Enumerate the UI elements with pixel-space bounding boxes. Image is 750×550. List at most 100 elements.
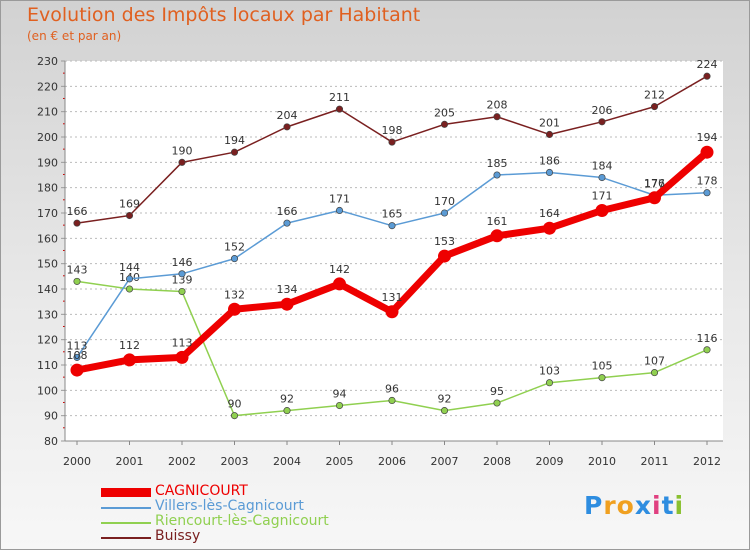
chart-title: Evolution des Impôts locaux par Habitant xyxy=(27,4,421,26)
y-tick-label: 180 xyxy=(37,182,58,195)
x-tick-label: 2010 xyxy=(588,455,616,468)
data-label-riencourt-l-s-cagnicourt: 139 xyxy=(172,274,193,287)
data-point-riencourt-l-s-cagnicourt xyxy=(545,379,554,387)
data-label-riencourt-l-s-cagnicourt: 95 xyxy=(490,385,504,398)
data-point-cagnicourt xyxy=(70,363,84,377)
y-tick-label: 130 xyxy=(37,308,58,321)
data-label-riencourt-l-s-cagnicourt: 116 xyxy=(697,332,718,345)
data-label-riencourt-l-s-cagnicourt: 92 xyxy=(280,393,294,406)
data-point-buissy xyxy=(545,130,554,139)
legend-swatch xyxy=(101,537,151,539)
data-point-cagnicourt xyxy=(648,191,661,205)
x-tick-label: 2006 xyxy=(378,455,406,468)
data-label-buissy: 194 xyxy=(224,134,245,147)
data-point-buissy xyxy=(125,211,134,220)
data-point-villers-l-s-cagnicourt xyxy=(73,353,81,361)
data-point-buissy xyxy=(178,158,186,166)
data-point-cagnicourt xyxy=(175,350,189,364)
proxiti-logo: Proxiti xyxy=(584,491,684,520)
data-point-riencourt-l-s-cagnicourt xyxy=(493,399,501,407)
data-label-buissy: 205 xyxy=(434,106,455,119)
data-label-villers-l-s-cagnicourt: 185 xyxy=(487,157,508,170)
x-tick-label: 2002 xyxy=(168,455,196,468)
data-label-buissy: 204 xyxy=(277,109,298,122)
y-tick-label: 150 xyxy=(37,258,58,271)
data-label-riencourt-l-s-cagnicourt: 92 xyxy=(438,393,452,406)
data-label-buissy: 166 xyxy=(67,205,88,218)
data-label-cagnicourt: 112 xyxy=(119,339,140,352)
data-label-cagnicourt: 171 xyxy=(592,189,613,202)
data-point-villers-l-s-cagnicourt xyxy=(440,209,449,217)
x-tick-label: 2008 xyxy=(483,455,511,468)
data-point-cagnicourt xyxy=(543,221,556,235)
data-point-riencourt-l-s-cagnicourt xyxy=(335,401,344,410)
data-label-villers-l-s-cagnicourt: 146 xyxy=(172,256,193,269)
data-label-buissy: 208 xyxy=(487,99,508,112)
data-point-villers-l-s-cagnicourt xyxy=(388,222,396,230)
data-label-riencourt-l-s-cagnicourt: 107 xyxy=(644,355,665,368)
y-tick-label: 160 xyxy=(37,232,58,245)
data-label-buissy: 190 xyxy=(172,144,193,157)
x-tick-label: 2007 xyxy=(431,455,459,468)
logo-letter: t xyxy=(661,491,675,520)
data-label-villers-l-s-cagnicourt: 144 xyxy=(119,261,140,274)
data-label-buissy: 224 xyxy=(697,58,718,71)
data-point-riencourt-l-s-cagnicourt xyxy=(388,396,396,405)
data-label-villers-l-s-cagnicourt: 152 xyxy=(224,241,245,254)
logo-letter: x xyxy=(634,491,652,520)
data-point-riencourt-l-s-cagnicourt xyxy=(598,374,606,382)
x-tick-label: 2003 xyxy=(221,455,249,468)
data-point-cagnicourt xyxy=(333,277,346,291)
data-point-cagnicourt xyxy=(123,353,136,367)
data-point-cagnicourt xyxy=(280,297,294,311)
data-label-cagnicourt: 132 xyxy=(224,288,245,301)
x-tick-label: 2001 xyxy=(116,455,144,468)
data-point-riencourt-l-s-cagnicourt xyxy=(440,407,449,415)
data-label-cagnicourt: 131 xyxy=(382,291,403,304)
x-tick-label: 2004 xyxy=(273,455,301,468)
legend-swatch xyxy=(101,522,151,524)
legend-swatch xyxy=(101,507,151,509)
data-point-buissy xyxy=(703,72,711,80)
data-label-villers-l-s-cagnicourt: 165 xyxy=(382,208,403,221)
data-point-villers-l-s-cagnicourt xyxy=(283,219,291,227)
data-label-cagnicourt: 176 xyxy=(644,177,665,190)
data-point-buissy xyxy=(230,148,239,156)
logo-letter: i xyxy=(652,491,662,520)
data-point-buissy xyxy=(598,118,606,126)
data-point-riencourt-l-s-cagnicourt xyxy=(230,412,239,420)
x-tick-label: 2012 xyxy=(693,455,721,468)
y-tick-label: 190 xyxy=(37,156,58,169)
data-point-buissy xyxy=(650,103,659,111)
data-point-buissy xyxy=(73,219,81,227)
logo-letter: r xyxy=(603,491,617,520)
data-label-cagnicourt: 153 xyxy=(434,235,455,248)
data-point-villers-l-s-cagnicourt xyxy=(493,171,501,179)
data-point-riencourt-l-s-cagnicourt xyxy=(73,277,81,285)
data-label-riencourt-l-s-cagnicourt: 96 xyxy=(385,382,399,395)
x-tick-label: 2011 xyxy=(641,455,669,468)
data-label-buissy: 169 xyxy=(119,198,140,211)
data-label-villers-l-s-cagnicourt: 113 xyxy=(67,339,88,352)
data-point-cagnicourt xyxy=(700,145,714,159)
data-point-villers-l-s-cagnicourt xyxy=(703,189,711,197)
data-label-villers-l-s-cagnicourt: 171 xyxy=(329,192,350,205)
y-tick-label: 210 xyxy=(37,106,58,119)
data-label-cagnicourt: 108 xyxy=(67,349,88,362)
data-label-cagnicourt: 142 xyxy=(329,263,350,276)
y-tick-label: 200 xyxy=(37,131,58,144)
y-tick-label: 230 xyxy=(37,55,58,68)
data-label-cagnicourt: 161 xyxy=(487,215,508,228)
y-tick-label: 120 xyxy=(37,334,58,347)
data-point-villers-l-s-cagnicourt xyxy=(598,173,606,182)
y-tick-label: 110 xyxy=(37,359,58,372)
legend-label: Buissy xyxy=(155,528,201,544)
data-point-buissy xyxy=(335,105,344,113)
data-point-riencourt-l-s-cagnicourt xyxy=(650,369,659,377)
data-label-cagnicourt: 164 xyxy=(539,207,560,220)
data-label-villers-l-s-cagnicourt: 166 xyxy=(277,205,298,218)
data-label-villers-l-s-cagnicourt: 184 xyxy=(592,160,613,173)
data-label-villers-l-s-cagnicourt: 186 xyxy=(539,154,560,167)
data-point-cagnicourt xyxy=(385,305,399,319)
